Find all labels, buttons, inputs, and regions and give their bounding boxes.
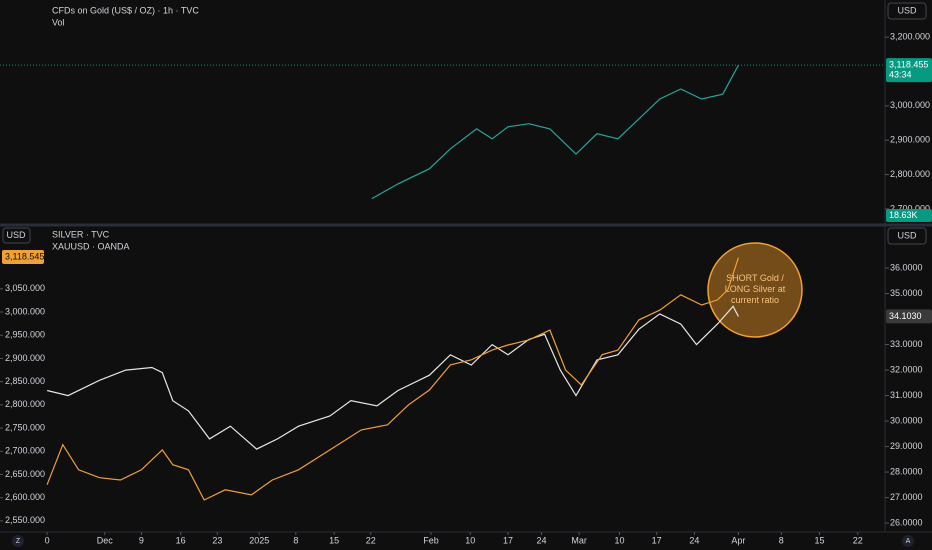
y-tick-label: 2,700.000 — [890, 203, 930, 213]
right-price-badge-label: 34.1030 — [889, 311, 922, 321]
price-line — [371, 65, 739, 200]
y-tick-label: 2,800.000 — [5, 399, 45, 409]
x-tick-label: 17 — [652, 535, 662, 545]
currency-button[interactable] — [887, 2, 927, 20]
y-tick-label: 3,200.000 — [890, 31, 930, 41]
y2-tick-label: 35.0000 — [890, 288, 923, 298]
x-tick-label: 10 — [614, 535, 624, 545]
volume-label: 18.63K — [889, 210, 918, 220]
annotation-text: SHORT Gold / LONG Silver at current ratio — [725, 273, 786, 305]
x-tick-label: Apr — [731, 535, 745, 545]
countdown-label: 43:34 — [889, 70, 912, 80]
y2-tick-label: 31.0000 — [890, 390, 923, 400]
left-price-badge — [2, 249, 44, 264]
x-tick-label: 10 — [465, 535, 475, 545]
x-tick-label: 9 — [139, 535, 144, 545]
x-tick-label: 16 — [176, 535, 186, 545]
axis-button-label[interactable]: Z — [16, 538, 21, 545]
x-tick-label: 15 — [329, 535, 339, 545]
right-price-badge — [886, 309, 932, 324]
volume-title: Vol — [52, 17, 65, 27]
series-title: XAUUSD · OANDA — [52, 241, 130, 251]
left-price-badge-label: 3,118.545 — [5, 251, 44, 261]
x-tick-label: 22 — [366, 535, 376, 545]
x-tick-label: 0 — [45, 535, 50, 545]
annotation-circle — [707, 242, 803, 338]
volume-badge — [886, 209, 932, 222]
y2-tick-label: 36.0000 — [890, 262, 923, 272]
x-tick-label: 2025 — [249, 535, 269, 545]
y-tick-label: 2,900.000 — [5, 353, 45, 363]
x-tick-label: 22 — [853, 535, 863, 545]
annotation: SHORT Gold / LONG Silver at current ratio — [725, 273, 786, 305]
y-tick-label: 2,950.000 — [5, 330, 45, 340]
currency-button[interactable] — [887, 227, 927, 245]
x-tick-label: 24 — [536, 535, 546, 545]
x-tick-label: 23 — [212, 535, 222, 545]
y-tick-label: 3,000.000 — [890, 100, 930, 110]
y-tick-label: 2,900.000 — [890, 135, 930, 145]
currency-label[interactable]: USD — [897, 230, 917, 240]
y2-tick-label: 30.0000 — [890, 415, 923, 425]
price-line — [46, 257, 739, 501]
x-tick-label: Feb — [423, 535, 439, 545]
y-tick-label: 2,650.000 — [5, 469, 45, 479]
x-tick-label: 24 — [689, 535, 699, 545]
y2-tick-label: 26.0000 — [890, 517, 923, 527]
x-tick-label: Dec — [97, 535, 114, 545]
x-tick-label: 8 — [293, 535, 298, 545]
currency-label[interactable]: USD — [897, 5, 917, 15]
y2-tick-label: 28.0000 — [890, 466, 923, 476]
y-tick-label: 3,050.000 — [5, 283, 45, 293]
last-price-label: 3,118.455 — [889, 60, 928, 70]
main-title: CFDs on Gold (US$ / OZ) · 1h · TVC — [52, 5, 199, 15]
axis-button[interactable] — [902, 535, 914, 547]
y2-tick-label: 33.0000 — [890, 339, 923, 349]
x-tick-label: 17 — [503, 535, 513, 545]
y-tick-label: 3,000.000 — [5, 306, 45, 316]
y2-tick-label: 29.0000 — [890, 441, 923, 451]
y2-tick-label: 27.0000 — [890, 492, 923, 502]
y-tick-label: 2,700.000 — [5, 446, 45, 456]
axis-button-label[interactable]: A — [906, 538, 911, 545]
y2-tick-label: 32.0000 — [890, 364, 923, 374]
axis-button[interactable] — [12, 535, 24, 547]
y-tick-label: 2,550.000 — [5, 515, 45, 525]
y-tick-label: 2,850.000 — [5, 376, 45, 386]
y-tick-label: 2,800.000 — [890, 169, 930, 179]
series-title: SILVER · TVC — [52, 229, 110, 239]
x-tick-label: 15 — [815, 535, 825, 545]
x-tick-label: 8 — [779, 535, 784, 545]
last-price-badge — [886, 58, 932, 83]
currency-label[interactable]: USD — [6, 230, 26, 240]
y-tick-label: 2,600.000 — [5, 492, 45, 502]
y-tick-label: 2,750.000 — [5, 422, 45, 432]
x-tick-label: Mar — [571, 535, 587, 545]
currency-button[interactable] — [2, 227, 31, 244]
price-line — [46, 305, 739, 450]
